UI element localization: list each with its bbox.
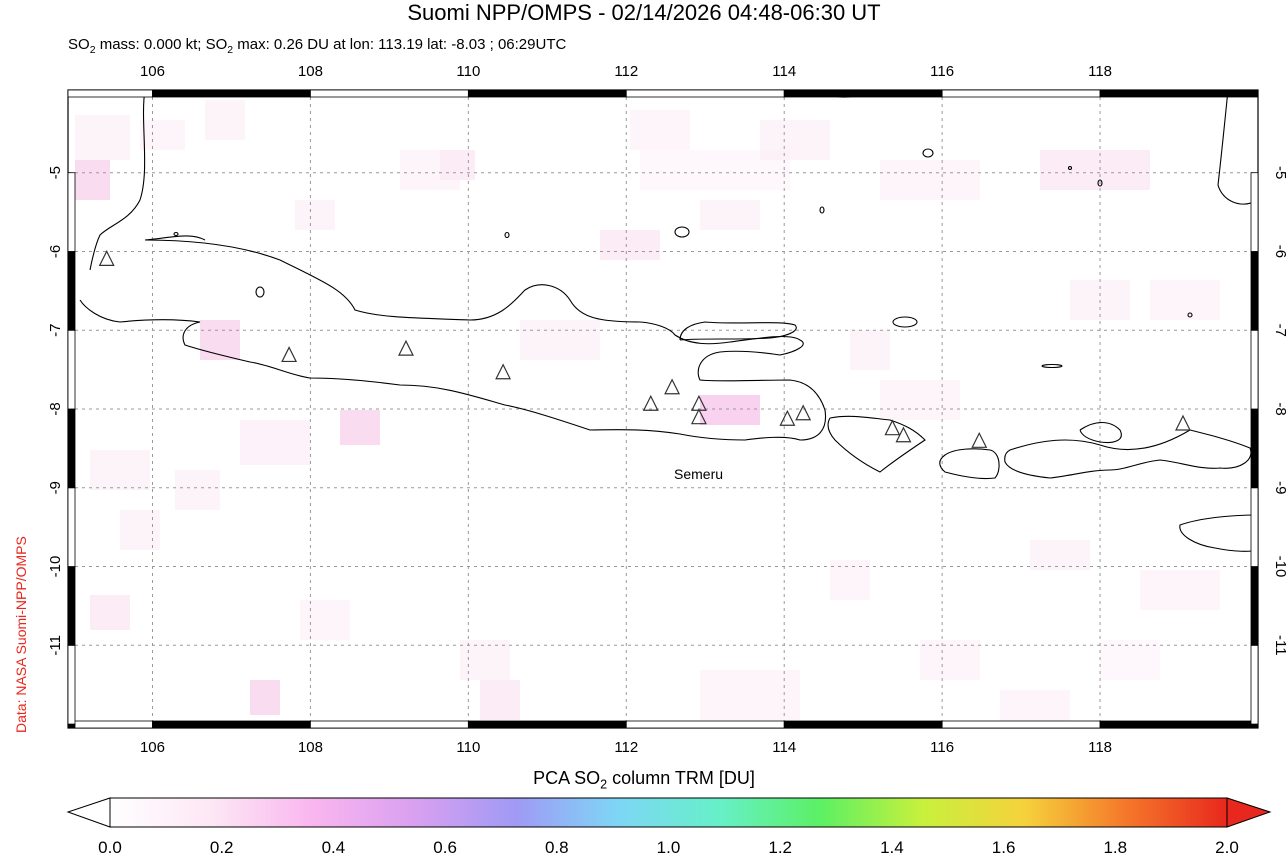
lat-tick-label: -6 <box>1272 245 1288 258</box>
lat-tick-label: -7 <box>1272 324 1288 337</box>
lon-tick-label: 118 <box>1088 739 1112 756</box>
lat-tick-label: -9 <box>47 481 64 494</box>
colorbar-high-arrow <box>1226 797 1272 828</box>
lat-tick-label: -10 <box>1272 556 1288 578</box>
colorbar-tick-label: 1.6 <box>991 838 1016 857</box>
frame-scale-segment <box>467 720 627 729</box>
volcano-icon <box>642 394 659 411</box>
frame-scale-segment <box>467 89 627 98</box>
volcano-icon <box>397 339 414 356</box>
frame-scale-segment <box>1250 408 1259 489</box>
volcano-markers <box>98 250 1191 448</box>
lat-tick-label: -6 <box>47 245 64 258</box>
colorbar-tick-label: 0.2 <box>209 838 234 857</box>
frame-scale-segment <box>310 720 469 729</box>
volcano-icon <box>795 404 812 421</box>
lon-tick-label: 114 <box>772 63 796 80</box>
colorbar-tick-label: 0.8 <box>544 838 569 857</box>
colorbar-scale <box>109 797 1228 828</box>
lat-tick-label: -5 <box>1272 166 1288 179</box>
lat-tick-label: -11 <box>1272 635 1288 656</box>
frame-scale-segment <box>67 89 153 98</box>
lat-tick-label: -8 <box>1272 402 1288 415</box>
frame-scale-segment <box>67 487 76 567</box>
lat-tick-label: -11 <box>47 635 64 656</box>
graticule <box>68 90 1258 728</box>
coastlines <box>79 89 1259 552</box>
lon-tick-label: 116 <box>930 63 954 80</box>
colorbar-tick-label: 1.0 <box>656 838 681 857</box>
lon-tick-label: 118 <box>1088 63 1112 80</box>
lon-tick-label: 106 <box>140 739 165 756</box>
frame-scale-segment <box>67 408 76 489</box>
axis-labels: 106 106 108 108 110 110 112 112 114 114 116 116 118 1… <box>47 63 1288 756</box>
colorbar-tick-label: 1.2 <box>768 838 793 857</box>
volcano-icon <box>690 408 707 425</box>
frame-scale-segment <box>67 720 153 729</box>
lat-tick-label: -10 <box>47 556 64 578</box>
frame-scale-segment <box>1099 89 1259 98</box>
frame-scale-segment <box>67 251 76 331</box>
volcano-icon <box>98 250 115 266</box>
frame-scale-segment <box>67 172 76 252</box>
frame-scale-segment <box>941 720 1101 729</box>
lon-tick-label: 108 <box>298 63 323 80</box>
volcano-icon <box>971 431 988 448</box>
volcano-icon <box>895 426 912 443</box>
frame-scale-segment <box>625 720 785 729</box>
frame-scale-segment <box>1250 566 1259 646</box>
so2-pixels <box>75 100 1220 725</box>
colorbar-tick-label: 0.6 <box>433 838 457 857</box>
volcano-icon <box>281 346 298 363</box>
lat-tick-label: -5 <box>47 166 64 179</box>
volcano-icon <box>495 363 512 380</box>
frame-scale-segment <box>310 89 469 98</box>
frame-scale-segment <box>1250 251 1259 331</box>
so2-summary: SO2 mass: 0.000 kt; SO2 max: 0.26 DU at … <box>68 36 567 56</box>
colorbar-tick-label: 0.4 <box>321 838 346 857</box>
frame-scale-segment <box>941 89 1101 98</box>
lon-tick-label: 112 <box>614 63 638 80</box>
frame-scale-segment <box>783 89 943 98</box>
lon-tick-label: 110 <box>456 739 480 756</box>
frame-scale-segment <box>152 89 311 98</box>
frame-scale-segment <box>1099 720 1259 729</box>
colorbar-tick-label: 2.0 <box>1215 838 1239 857</box>
lon-tick-label: 112 <box>614 739 638 756</box>
frame-scale-segment <box>67 566 76 646</box>
colorbar-tick-label: 1.4 <box>880 838 904 857</box>
volcano-icon <box>884 419 901 436</box>
frame-scale-segment <box>1250 487 1259 567</box>
volcano-icon <box>664 378 681 395</box>
colorbar-tick-label: 1.8 <box>1103 838 1128 857</box>
frame-scale-segment <box>1250 644 1259 725</box>
lon-tick-label: 106 <box>140 63 165 80</box>
lon-tick-label: 114 <box>772 739 796 756</box>
frame-scale-segment <box>625 89 785 98</box>
lat-tick-label: -9 <box>1272 481 1288 494</box>
frame-scale-segment <box>67 723 76 729</box>
colorbar-low-arrow <box>66 797 111 828</box>
volcano-icon <box>1175 414 1191 431</box>
frame-scale-segment <box>1250 723 1259 729</box>
volcano-label-semeru: Semeru <box>674 466 723 482</box>
frame-scale-segment <box>152 720 311 729</box>
frame-scale-segment <box>1250 172 1259 252</box>
volcano-icon <box>779 409 796 426</box>
frame-scale-segment <box>1250 329 1259 410</box>
frame-scale-segment <box>67 329 76 410</box>
colorbar <box>66 797 1272 828</box>
colorbar-title: PCA SO2 column TRM [DU] <box>533 768 755 792</box>
colorbar-tick-label: 0.0 <box>98 838 122 857</box>
lat-tick-label: -8 <box>47 402 64 415</box>
lon-tick-label: 116 <box>930 739 954 756</box>
map-frame <box>67 89 1259 729</box>
lat-tick-label: -7 <box>47 324 64 337</box>
map-title: Suomi NPP/OMPS - 02/14/2026 04:48-06:30 … <box>407 0 881 25</box>
lon-tick-label: 108 <box>298 739 323 756</box>
frame-scale-segment <box>783 720 943 729</box>
lon-tick-label: 110 <box>456 63 480 80</box>
frame-scale-segment <box>67 644 76 725</box>
